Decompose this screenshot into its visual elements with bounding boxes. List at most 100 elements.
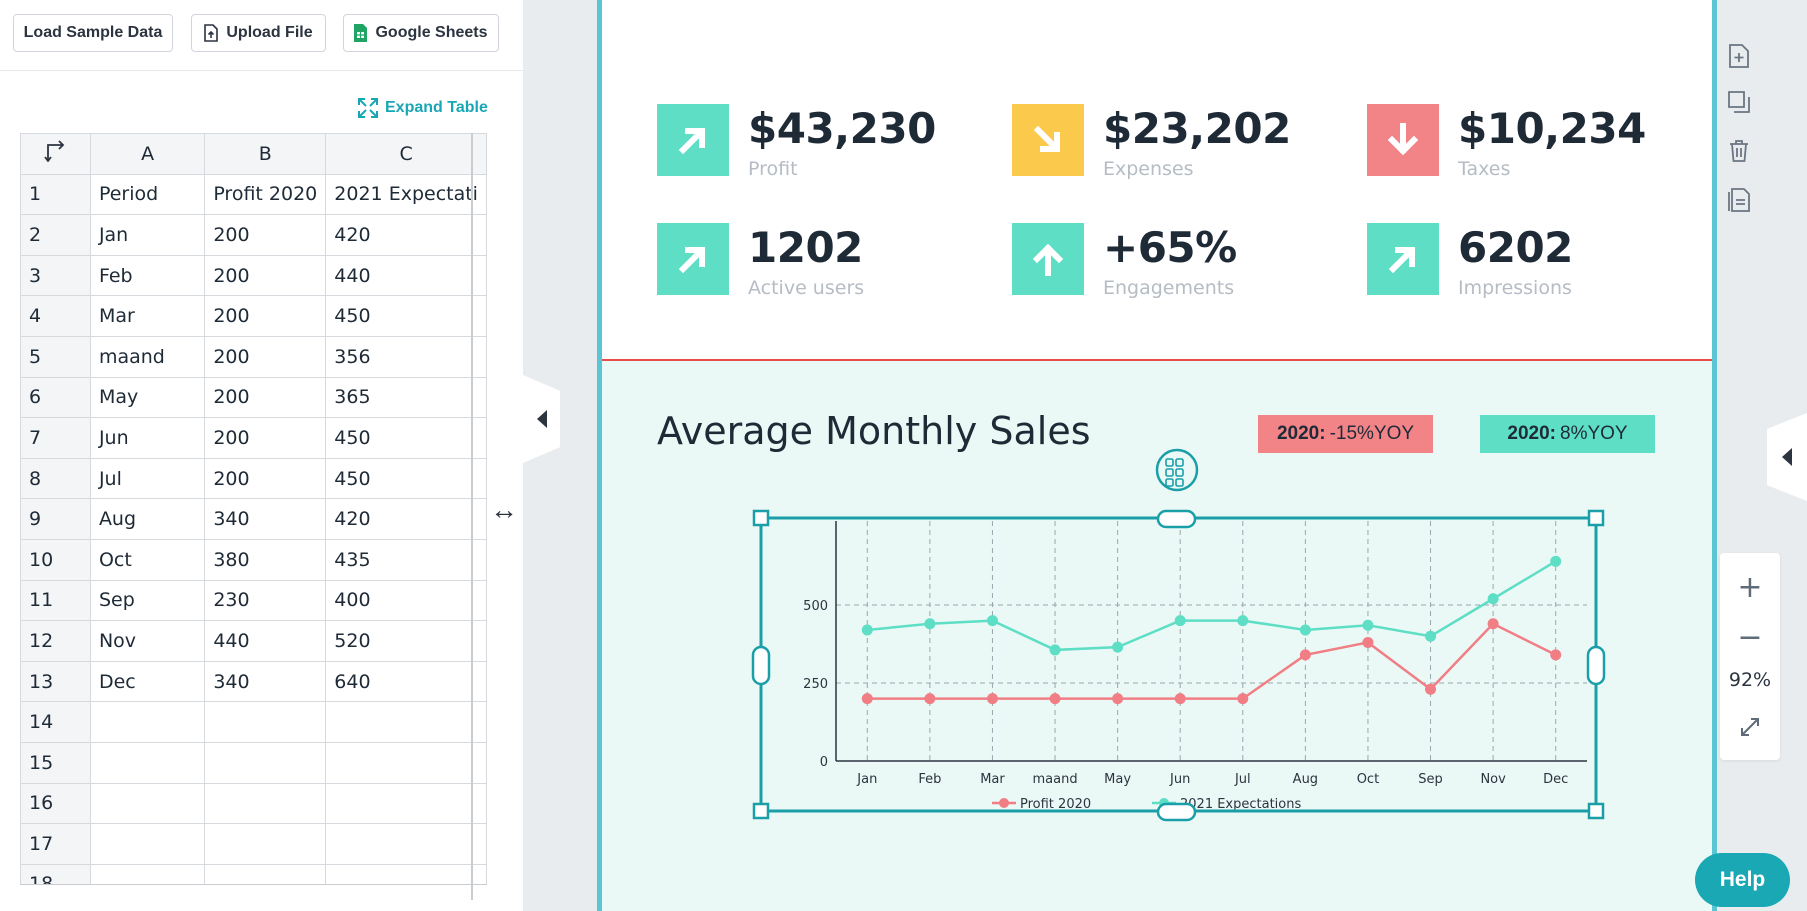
table-cell[interactable]: 450 [325, 457, 487, 500]
resize-handle-left[interactable] [751, 645, 771, 686]
table-cell[interactable]: Nov [89, 620, 206, 662]
chart-settings-button[interactable] [1155, 448, 1199, 492]
stat-card[interactable]: 6202 Impressions [1367, 223, 1573, 299]
row-number[interactable]: 13 [20, 660, 91, 703]
row-number[interactable]: 16 [20, 782, 91, 825]
table-cell[interactable]: 340 [204, 498, 327, 540]
data-point[interactable] [1425, 630, 1437, 642]
data-point[interactable] [1362, 619, 1374, 631]
column-header-c[interactable]: C [325, 133, 487, 175]
row-number[interactable]: 8 [20, 457, 91, 500]
row-number[interactable]: 2 [20, 214, 91, 256]
chart-title[interactable]: Average Monthly Sales [657, 409, 1091, 453]
data-point[interactable] [1112, 641, 1124, 653]
data-point[interactable] [986, 693, 998, 705]
data-point[interactable] [1112, 693, 1124, 705]
row-number[interactable]: 6 [20, 376, 91, 419]
series-line-1[interactable] [867, 622, 1557, 700]
row-number[interactable]: 15 [20, 741, 91, 784]
zoom-out-button[interactable]: − [1737, 619, 1763, 655]
table-cell[interactable]: 380 [204, 538, 327, 581]
help-button[interactable]: Help [1695, 853, 1790, 907]
data-point[interactable] [986, 615, 998, 627]
data-point[interactable] [1425, 683, 1437, 695]
table-cell[interactable]: 200 [204, 254, 327, 297]
table-cell[interactable] [89, 741, 206, 784]
data-point[interactable] [1049, 693, 1061, 705]
data-point[interactable] [1299, 624, 1311, 636]
resize-handle-corner[interactable] [752, 509, 770, 527]
spreadsheet[interactable]: A B C 1 Period Profit 2020 2021 Expectati 2 J… [20, 133, 487, 885]
data-point[interactable] [1174, 693, 1186, 705]
stat-card[interactable]: $43,230 Profit [657, 104, 936, 180]
table-cell[interactable]: Mar [89, 295, 206, 337]
table-cell[interactable] [89, 701, 206, 743]
load-sample-data-button[interactable]: Load Sample Data [13, 14, 173, 52]
table-cell[interactable]: 520 [325, 620, 487, 662]
table-cell[interactable]: 200 [204, 376, 327, 419]
table-cell[interactable] [89, 782, 206, 825]
table-cell[interactable]: maand [89, 335, 206, 378]
table-cell[interactable]: 420 [325, 214, 487, 256]
row-number[interactable]: 7 [20, 417, 91, 459]
table-cell[interactable]: 440 [204, 620, 327, 662]
table-cell[interactable] [325, 823, 487, 865]
row-number[interactable]: 18 [20, 863, 91, 884]
table-cell[interactable]: Dec [89, 660, 206, 703]
table-cell[interactable]: 435 [325, 538, 487, 581]
data-point[interactable] [1237, 615, 1249, 627]
yoy-badge-red[interactable]: 2020: -15%YOY [1258, 415, 1433, 453]
spreadsheet-table[interactable]: A B C 1 Period Profit 2020 2021 Expectati 2 J… [20, 133, 487, 884]
delete-page-icon[interactable] [1726, 138, 1752, 164]
table-cell[interactable]: 200 [204, 214, 327, 256]
stat-card[interactable]: +65% Engagements [1012, 223, 1237, 299]
fit-screen-button[interactable] [1720, 705, 1780, 749]
row-number[interactable]: 14 [20, 701, 91, 743]
design-canvas[interactable]: $43,230 Profit $23,202 Expenses $10,234 Taxes… [597, 0, 1717, 911]
upload-file-button[interactable]: Upload File [191, 14, 326, 52]
table-cell[interactable]: 2021 Expectati [325, 173, 487, 216]
stat-card[interactable]: $23,202 Expenses [1012, 104, 1291, 180]
row-number[interactable]: 10 [20, 538, 91, 581]
table-cell[interactable]: 400 [325, 579, 487, 622]
table-cell[interactable]: 230 [204, 579, 327, 622]
table-cell[interactable]: May [89, 376, 206, 419]
table-cell[interactable]: Jul [89, 457, 206, 500]
table-cell[interactable]: 200 [204, 295, 327, 337]
resize-handle-corner[interactable] [1587, 802, 1605, 820]
table-cell[interactable]: 200 [204, 457, 327, 500]
row-number[interactable]: 3 [20, 254, 91, 297]
expand-table-button[interactable]: Expand Table [357, 96, 488, 120]
data-point[interactable] [1174, 615, 1186, 627]
table-cell[interactable]: 450 [325, 417, 487, 459]
stat-card[interactable]: $10,234 Taxes [1367, 104, 1646, 180]
data-point[interactable] [924, 693, 936, 705]
table-cell[interactable] [204, 701, 327, 743]
data-point[interactable] [1049, 644, 1061, 656]
table-cell[interactable]: 640 [325, 660, 487, 703]
data-point[interactable] [1237, 693, 1249, 705]
table-cell[interactable] [325, 701, 487, 743]
data-point[interactable] [1299, 649, 1311, 661]
data-point[interactable] [1550, 649, 1562, 661]
table-cell[interactable] [204, 782, 327, 825]
row-number[interactable]: 5 [20, 335, 91, 378]
table-cell[interactable]: Profit 2020 [204, 173, 327, 216]
table-cell[interactable]: 200 [204, 417, 327, 459]
table-cell[interactable] [325, 741, 487, 784]
table-cell[interactable]: Sep [89, 579, 206, 622]
resize-handle-icon[interactable]: ↔ [490, 494, 518, 525]
yoy-badge-green[interactable]: 2020: 8%YOY [1480, 415, 1655, 453]
add-page-icon[interactable] [1726, 43, 1752, 69]
google-sheets-button[interactable]: Google Sheets [343, 14, 499, 52]
column-header-a[interactable]: A [89, 133, 206, 175]
table-cell[interactable] [204, 823, 327, 865]
data-point[interactable] [1550, 555, 1562, 567]
copy-page-icon[interactable] [1726, 187, 1752, 213]
data-point[interactable] [924, 618, 936, 630]
table-cell[interactable] [325, 782, 487, 825]
collapse-panel-button[interactable] [523, 375, 560, 463]
line-chart[interactable]: 0 250 500 Jan Feb Mar maand May Jun Jul Aug Oct Sep N… [602, 361, 1712, 911]
table-cell[interactable]: 356 [325, 335, 487, 378]
row-number[interactable]: 1 [20, 173, 91, 216]
